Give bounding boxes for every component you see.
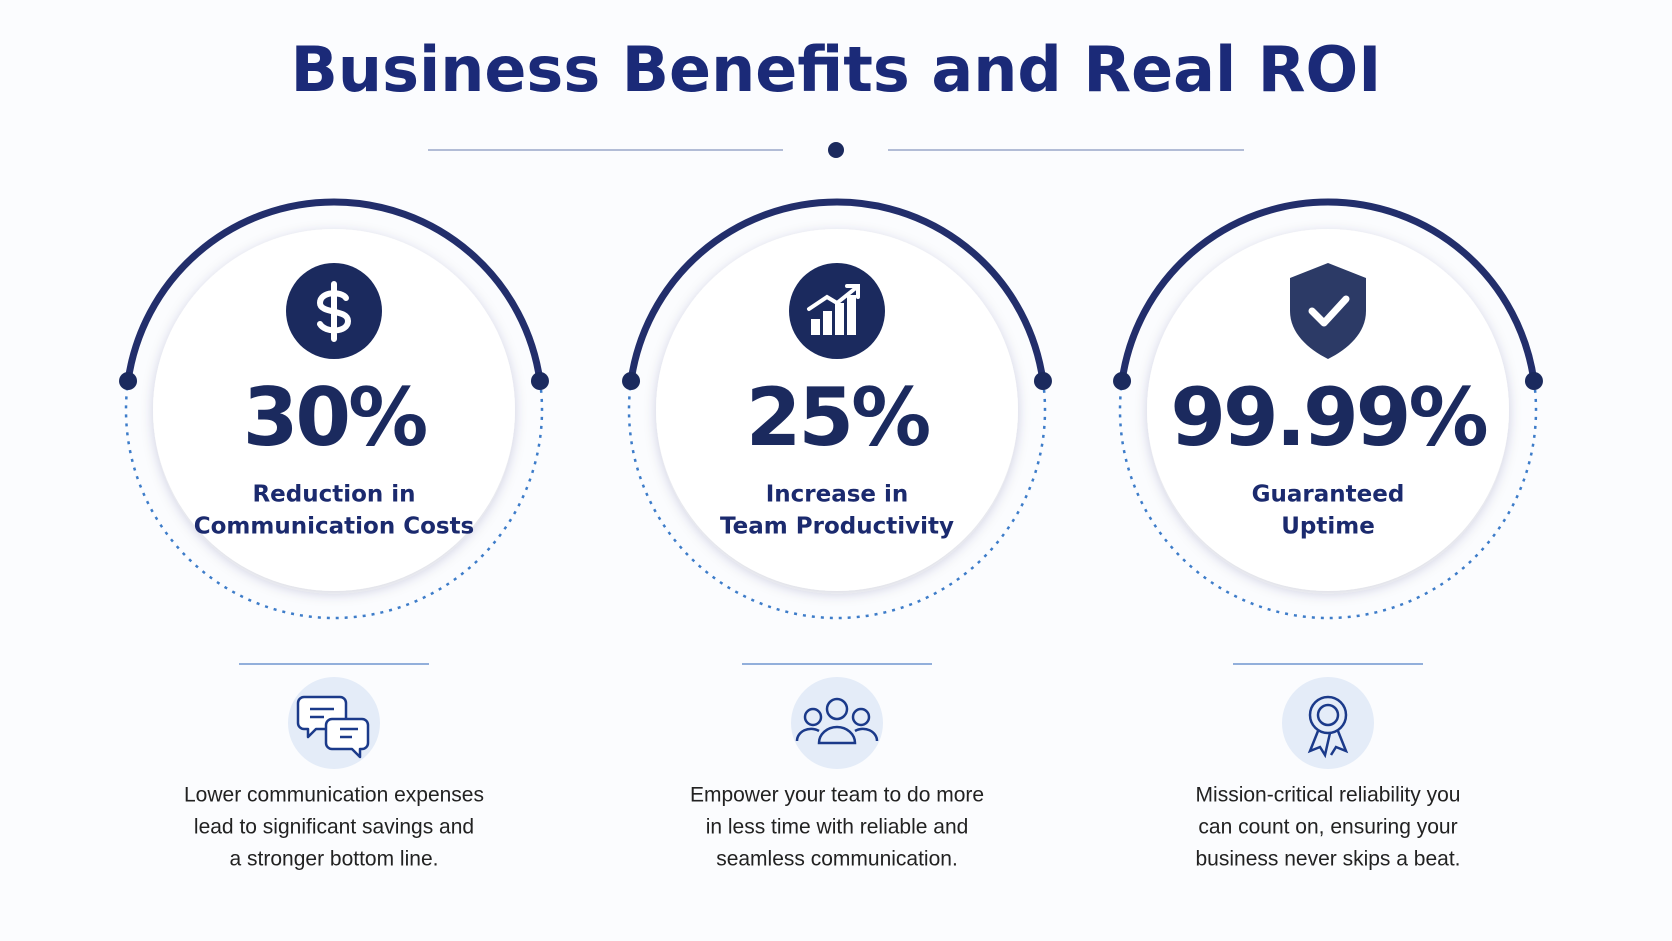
benefit-card: 25% Increase in Team Productivity Empower y… [622,198,1052,871]
stat-label: Reduction in [252,482,415,508]
bottom-arc [1118,380,1538,620]
bar-icon [835,303,844,335]
top-arc [627,198,1047,382]
award-ribbon [1307,730,1349,759]
bottom-arc [124,380,544,620]
stat-circle [1147,229,1509,591]
arc-dot [1033,372,1052,390]
small-icon-bg [1282,677,1374,769]
trend-icon [807,284,860,311]
benefit-card: 30% Reduction in Communication Costs Lower … [119,198,549,871]
arc-dot [622,372,641,390]
top-arc [124,198,544,382]
arc-dot [1113,372,1132,390]
card-description: business never skips a beat. [1196,848,1461,871]
divider-dot [828,142,844,158]
bar-icon [823,311,832,335]
stat-label: Team Productivity [720,514,954,540]
card-description: lead to significant savings and [194,816,474,839]
dollar-icon [316,281,352,342]
card-description: can count on, ensuring your [1198,816,1457,839]
top-arc [1118,198,1538,382]
stat-value: 30% [243,371,426,464]
card-description: Lower communication expenses [184,784,484,807]
card-description: Empower your team to do more [690,784,984,807]
page-title: Business Benefits and Real ROI [291,33,1382,106]
shield-icon [1290,263,1366,359]
stat-label: Guaranteed [1252,482,1405,508]
people-icon [851,707,871,727]
check-icon [1308,295,1350,327]
award-icon [1308,695,1348,735]
benefit-card: 99.99% Guaranteed Uptime Mission-critical r… [1113,198,1543,871]
bar-icon [847,295,856,335]
award-icon [1316,703,1340,727]
bottom-arc [627,380,1047,620]
card-description: a stronger bottom line. [230,848,439,871]
stat-circle [656,229,1018,591]
arc-dot [530,372,549,390]
stat-value: 99.99% [1170,371,1486,464]
stat-circle [153,229,515,591]
card-description: seamless communication. [716,848,958,871]
stat-label: Communication Costs [194,514,475,540]
chat-lines [310,707,358,739]
stat-label: Uptime [1281,514,1375,540]
card-description: Mission-critical reliability you [1196,784,1461,807]
arc-dot [1524,372,1543,390]
people-icon [795,725,879,745]
bar-icon [811,319,820,335]
card-description: in less time with reliable and [706,816,969,839]
stat-value: 25% [746,371,929,464]
small-icon-bg [791,677,883,769]
arc-dot [119,372,138,390]
people-icon [803,707,823,727]
people-icon [825,697,849,721]
stat-label: Increase in [766,482,909,508]
